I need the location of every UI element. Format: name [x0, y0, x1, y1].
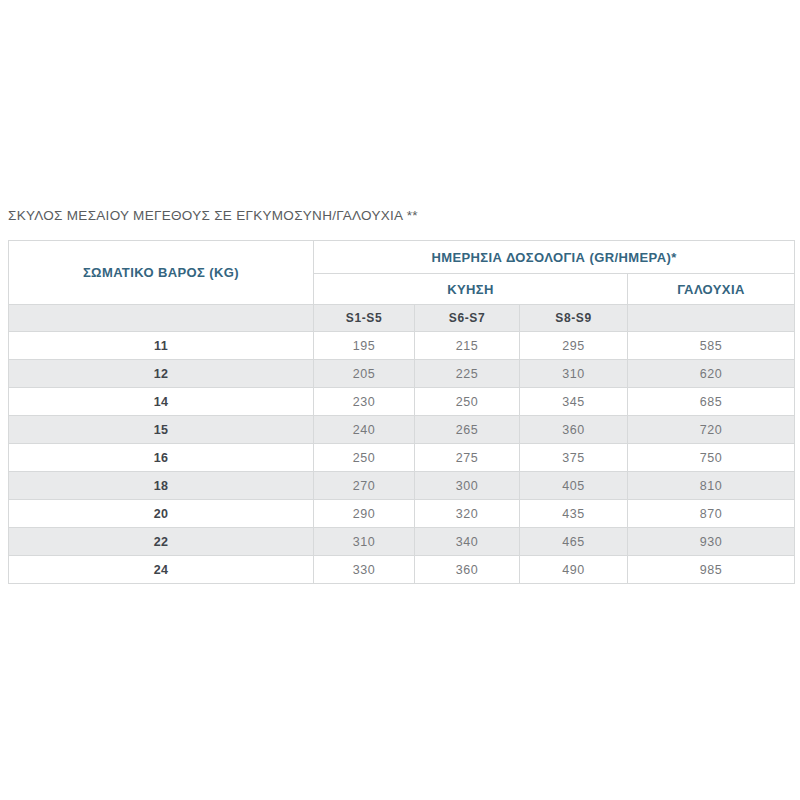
- feeding-guide-table: ΣΩΜΑΤΙΚΟ ΒΑΡΟΣ (KG) ΗΜΕΡΗΣΙΑ ΔΟΣΟΛΟΓΙΑ (…: [8, 240, 795, 584]
- content-area: ΣΚΥΛΟΣ ΜΕΣΑΙΟΥ ΜΕΓΕΘΟΥΣ ΣΕ ΕΓΚΥΜΟΣΥΝΗ/ΓΑ…: [0, 0, 800, 584]
- dosage-value-cell: 585: [628, 332, 795, 360]
- stage-header-cell-s1s5: S1-S5: [314, 305, 415, 332]
- table-row: 15 240 265 360 720: [9, 416, 795, 444]
- dosage-value-cell: 345: [520, 388, 628, 416]
- stage-spacer-cell: [628, 305, 795, 332]
- dosage-value-cell: 230: [314, 388, 415, 416]
- table-row: 11 195 215 295 585: [9, 332, 795, 360]
- dosage-value-cell: 295: [520, 332, 628, 360]
- weight-cell: 24: [9, 556, 314, 584]
- dosage-value-cell: 250: [314, 444, 415, 472]
- dosage-value-cell: 265: [415, 416, 520, 444]
- dosage-value-cell: 215: [415, 332, 520, 360]
- dosage-value-cell: 310: [314, 528, 415, 556]
- dosage-value-cell: 225: [415, 360, 520, 388]
- stage-header-row: S1-S5 S6-S7 S8-S9: [9, 305, 795, 332]
- dosage-value-cell: 250: [415, 388, 520, 416]
- dosage-value-cell: 270: [314, 472, 415, 500]
- weight-cell: 16: [9, 444, 314, 472]
- dosage-value-cell: 340: [415, 528, 520, 556]
- weight-cell: 12: [9, 360, 314, 388]
- dosage-value-cell: 275: [415, 444, 520, 472]
- stage-header-cell-s6s7: S6-S7: [415, 305, 520, 332]
- header-row-top: ΣΩΜΑΤΙΚΟ ΒΑΡΟΣ (KG) ΗΜΕΡΗΣΙΑ ΔΟΣΟΛΟΓΙΑ (…: [9, 241, 795, 274]
- page-title: ΣΚΥΛΟΣ ΜΕΣΑΙΟΥ ΜΕΓΕΘΟΥΣ ΣΕ ΕΓΚΥΜΟΣΥΝΗ/ΓΑ…: [8, 209, 800, 223]
- lactation-header-cell: ΓΑΛΟΥΧΙΑ: [628, 274, 795, 305]
- table-row: 24 330 360 490 985: [9, 556, 795, 584]
- dosage-value-cell: 985: [628, 556, 795, 584]
- dosage-value-cell: 810: [628, 472, 795, 500]
- table-row: 18 270 300 405 810: [9, 472, 795, 500]
- table-row: 14 230 250 345 685: [9, 388, 795, 416]
- weight-cell: 11: [9, 332, 314, 360]
- weight-header-cell: ΣΩΜΑΤΙΚΟ ΒΑΡΟΣ (KG): [9, 241, 314, 305]
- table-row: 12 205 225 310 620: [9, 360, 795, 388]
- dosage-value-cell: 750: [628, 444, 795, 472]
- weight-cell: 15: [9, 416, 314, 444]
- dosage-value-cell: 405: [520, 472, 628, 500]
- dosage-value-cell: 930: [628, 528, 795, 556]
- dosage-header-cell: ΗΜΕΡΗΣΙΑ ΔΟΣΟΛΟΓΙΑ (GR/ΗΜΕΡΑ)*: [314, 241, 795, 274]
- dosage-value-cell: 205: [314, 360, 415, 388]
- dosage-value-cell: 360: [415, 556, 520, 584]
- dosage-value-cell: 375: [520, 444, 628, 472]
- weight-cell: 18: [9, 472, 314, 500]
- dosage-value-cell: 300: [415, 472, 520, 500]
- dosage-value-cell: 320: [415, 500, 520, 528]
- dosage-value-cell: 465: [520, 528, 628, 556]
- dosage-value-cell: 195: [314, 332, 415, 360]
- dosage-value-cell: 240: [314, 416, 415, 444]
- stage-spacer-cell: [9, 305, 314, 332]
- dosage-value-cell: 870: [628, 500, 795, 528]
- table-row: 20 290 320 435 870: [9, 500, 795, 528]
- gestation-header-cell: ΚΥΗΣΗ: [314, 274, 628, 305]
- dosage-value-cell: 620: [628, 360, 795, 388]
- table-row: 16 250 275 375 750: [9, 444, 795, 472]
- dosage-value-cell: 490: [520, 556, 628, 584]
- dosage-value-cell: 330: [314, 556, 415, 584]
- dosage-value-cell: 685: [628, 388, 795, 416]
- dosage-value-cell: 720: [628, 416, 795, 444]
- table-row: 22 310 340 465 930: [9, 528, 795, 556]
- weight-cell: 20: [9, 500, 314, 528]
- dosage-value-cell: 290: [314, 500, 415, 528]
- stage-header-cell-s8s9: S8-S9: [520, 305, 628, 332]
- dosage-value-cell: 360: [520, 416, 628, 444]
- weight-cell: 14: [9, 388, 314, 416]
- weight-cell: 22: [9, 528, 314, 556]
- dosage-value-cell: 310: [520, 360, 628, 388]
- dosage-value-cell: 435: [520, 500, 628, 528]
